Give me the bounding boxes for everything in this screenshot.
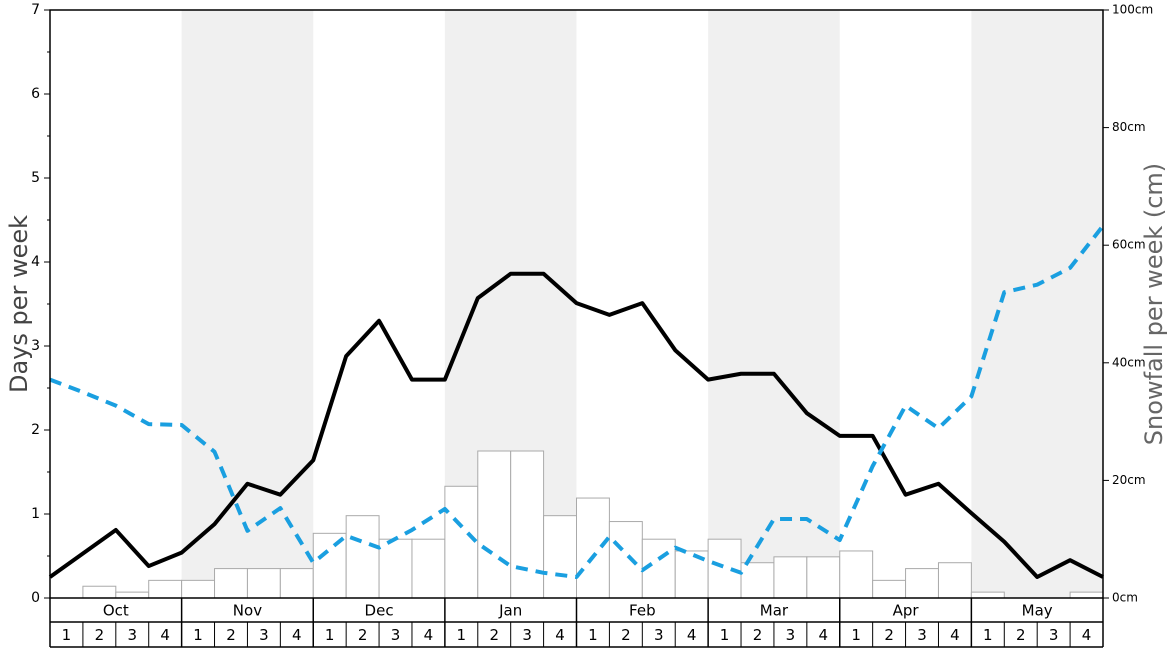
snow-bar (1069, 591, 1104, 599)
snow-bar (246, 568, 281, 599)
snow-bar (740, 562, 775, 599)
snow-bar (970, 591, 1005, 599)
snow-bar (773, 556, 808, 599)
y-tick-label: 5 (31, 170, 40, 186)
y-tick-label: 0 (31, 590, 40, 606)
week-label: 2 (226, 626, 236, 644)
month-label: Oct (103, 602, 129, 620)
week-label: 3 (127, 626, 137, 644)
y2-axis-title: Snowfall per week (cm) (1140, 163, 1168, 445)
week-label: 1 (457, 626, 467, 644)
snow-bar (510, 450, 545, 599)
week-label: 1 (193, 626, 203, 644)
snow-bar (576, 497, 610, 599)
y2-tick-label: 20cm (1112, 473, 1146, 487)
week-label: 2 (95, 626, 105, 644)
snow-bar (543, 515, 577, 599)
snow-bar (279, 568, 314, 599)
week-label: 3 (1049, 626, 1059, 644)
week-label: 4 (555, 626, 565, 644)
week-label: 3 (259, 626, 269, 644)
month-band (971, 10, 1103, 598)
snow-bar (378, 538, 413, 599)
snow-bar (937, 562, 972, 599)
week-label: 1 (588, 626, 598, 644)
snow-bar (839, 550, 874, 599)
snow-bar (444, 485, 479, 599)
month-band (181, 10, 314, 598)
week-label: 1 (983, 626, 993, 644)
week-label: 2 (489, 626, 499, 644)
y-axis-title: Days per week (5, 215, 33, 393)
week-label: 4 (687, 626, 697, 644)
week-label: 2 (358, 626, 368, 644)
y2-tick-label: 40cm (1112, 355, 1146, 369)
week-label: 3 (786, 626, 796, 644)
month-label: Apr (893, 602, 920, 620)
y-tick-label: 4 (31, 254, 40, 270)
snow-bar (608, 521, 643, 599)
week-label: 4 (819, 626, 829, 644)
week-label: 3 (522, 626, 532, 644)
month-band (708, 10, 840, 598)
week-label: 2 (884, 626, 894, 644)
week-label: 3 (391, 626, 401, 644)
snow-bar (411, 538, 446, 599)
week-label: 3 (654, 626, 664, 644)
week-label: 2 (1016, 626, 1026, 644)
snow-bar (115, 591, 150, 599)
week-label: 4 (1082, 626, 1092, 644)
week-label: 4 (950, 626, 960, 644)
week-label: 1 (325, 626, 335, 644)
snow-bar (905, 568, 939, 599)
week-label: 2 (621, 626, 631, 644)
week-label: 4 (424, 626, 434, 644)
snow-bar (181, 579, 216, 599)
y2-tick-label: 60cm (1112, 238, 1146, 252)
month-label: May (1022, 602, 1053, 620)
month-label: Feb (629, 602, 656, 620)
snow-bar (806, 556, 841, 599)
y-tick-label: 2 (31, 422, 40, 438)
y-tick-label: 7 (31, 2, 40, 18)
snow-bar (872, 579, 907, 599)
snow-bar (312, 532, 347, 599)
month-label: Mar (760, 602, 789, 620)
week-label: 1 (851, 626, 861, 644)
month-label: Dec (365, 602, 394, 620)
week-label: 4 (160, 626, 170, 644)
y2-tick-label: 0cm (1112, 591, 1138, 605)
snow-bar (477, 450, 512, 599)
week-label: 1 (720, 626, 730, 644)
snow-bar (148, 579, 183, 599)
month-label: Jan (498, 602, 522, 620)
week-label: 2 (753, 626, 763, 644)
y2-tick-label: 80cm (1112, 120, 1146, 134)
snow-bar (214, 568, 248, 599)
week-label: 3 (917, 626, 927, 644)
solid-line (48, 271, 1104, 579)
week-label: 4 (292, 626, 302, 644)
week-label: 1 (62, 626, 72, 644)
y-tick-label: 6 (31, 86, 40, 102)
y-tick-label: 1 (31, 506, 40, 522)
y2-tick-label: 100cm (1112, 3, 1153, 17)
y-tick-label: 3 (31, 338, 40, 354)
dashed-line (49, 224, 1105, 579)
month-label: Nov (233, 602, 262, 620)
snow-bar (707, 538, 742, 599)
snow-bar (345, 515, 380, 599)
snow-bar (82, 585, 117, 599)
